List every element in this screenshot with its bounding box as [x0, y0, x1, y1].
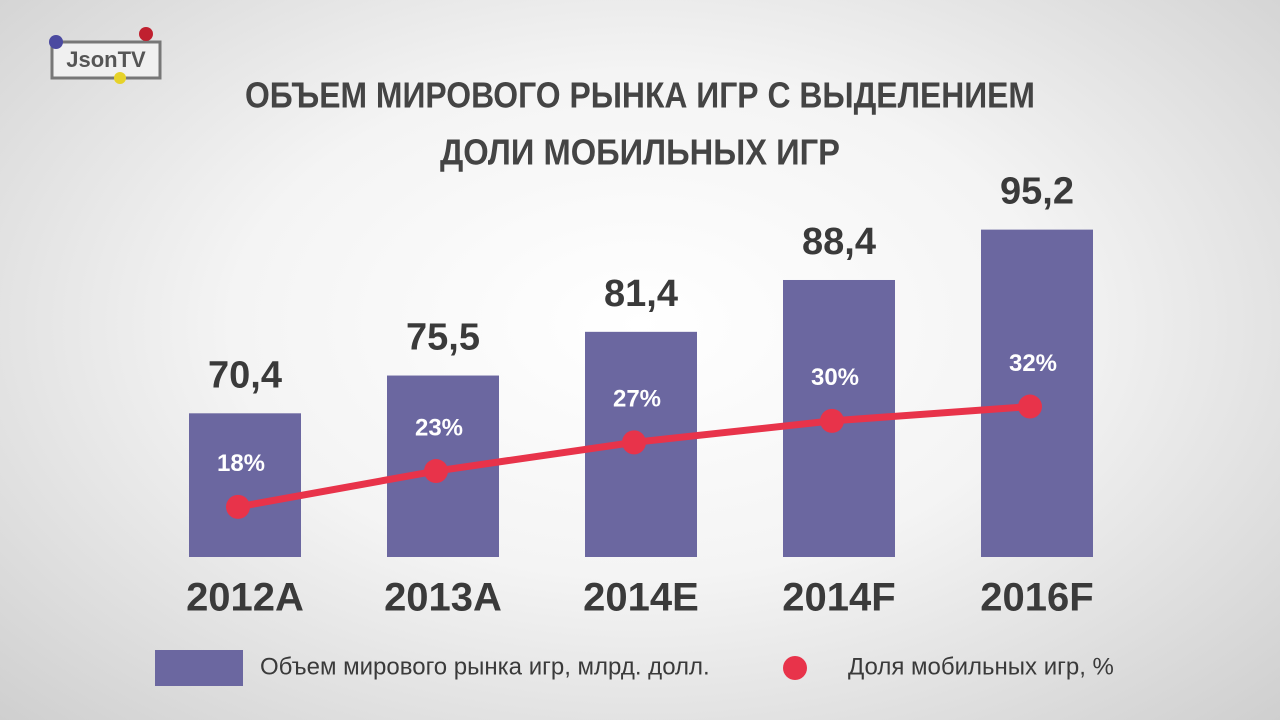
legend-label: Доля мобильных игр, % [848, 653, 1114, 680]
bar-value-label: 70,4 [208, 354, 282, 396]
line-value-label: 30% [811, 364, 859, 391]
legend-swatch [783, 656, 807, 680]
logo-dot [114, 72, 126, 84]
legend-swatch [155, 650, 243, 686]
line-value-label: 27% [613, 386, 661, 413]
logo-text: JsonTV [66, 47, 146, 72]
line-point [226, 494, 250, 519]
bar [189, 413, 301, 557]
bar-value-label: 95,2 [1000, 171, 1074, 213]
line-point [820, 408, 844, 433]
logo-frame [50, 40, 162, 80]
logo-dot [49, 35, 63, 49]
bar [981, 229, 1093, 557]
line-point [1018, 394, 1042, 419]
logo-dot [139, 27, 153, 41]
x-tick-label: 2016F [980, 576, 1093, 620]
line-value-label: 23% [415, 414, 463, 441]
x-tick-label: 2012A [186, 576, 304, 620]
line-value-label: 32% [1009, 350, 1057, 377]
x-tick-label: 2013A [384, 576, 502, 620]
line-point [622, 430, 646, 455]
line-point [424, 459, 448, 484]
chart-title: ДОЛИ МОБИЛЬНЫХ ИГР [440, 132, 840, 173]
logo: JsonTV [49, 27, 162, 84]
bar-value-label: 81,4 [604, 273, 678, 315]
chart-title: ОБЪЕМ МИРОВОГО РЫНКА ИГР С ВЫДЕЛЕНИЕМ [245, 75, 1035, 116]
x-tick-label: 2014F [782, 576, 895, 620]
x-tick-label: 2014E [583, 576, 699, 620]
legend-label: Объем мирового рынка игр, млрд. долл. [260, 653, 710, 680]
line-value-label: 18% [217, 450, 265, 477]
bar-value-label: 75,5 [406, 317, 480, 359]
bar-value-label: 88,4 [802, 221, 876, 263]
